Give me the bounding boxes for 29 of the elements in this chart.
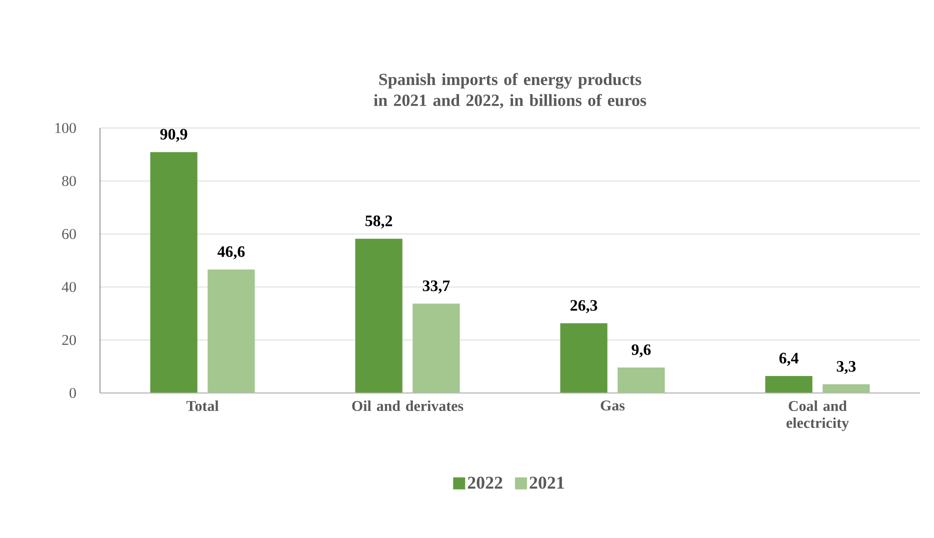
data-label: 46,6 — [217, 246, 245, 260]
y-tick-label: 40 — [62, 282, 76, 292]
bar — [560, 323, 608, 393]
legend-label: 2022 — [468, 476, 502, 489]
legend-label: 2021 — [530, 476, 564, 489]
chart-title: Spanish imports of energy products in 2021 and 2022, in billions of euros — [374, 73, 646, 108]
data-label: 90,9 — [160, 128, 188, 142]
bar — [618, 368, 665, 393]
x-tick-label: Coal and electricity — [786, 400, 849, 432]
data-label: 6,4 — [779, 352, 798, 366]
bar — [412, 304, 460, 393]
y-tick-label: 60 — [62, 228, 76, 240]
bar — [765, 376, 812, 393]
bar — [208, 269, 255, 393]
data-label: 3,3 — [836, 361, 856, 374]
data-label: 33,7 — [422, 280, 450, 294]
x-tick-label: Gas — [600, 400, 625, 411]
x-tick-label: Total — [186, 400, 219, 412]
x-tick-label: Oil and derivates — [352, 400, 464, 412]
bar — [355, 238, 402, 393]
y-tick-label: 20 — [62, 334, 76, 346]
data-label: 26,3 — [570, 300, 598, 314]
bar — [822, 384, 870, 393]
y-tick-label: 100 — [55, 122, 76, 134]
data-label: 9,6 — [632, 344, 651, 358]
data-label: 58,2 — [366, 215, 392, 229]
y-tick-label: 0 — [70, 388, 76, 398]
y-tick-label: 80 — [62, 176, 76, 186]
bar — [150, 152, 198, 393]
